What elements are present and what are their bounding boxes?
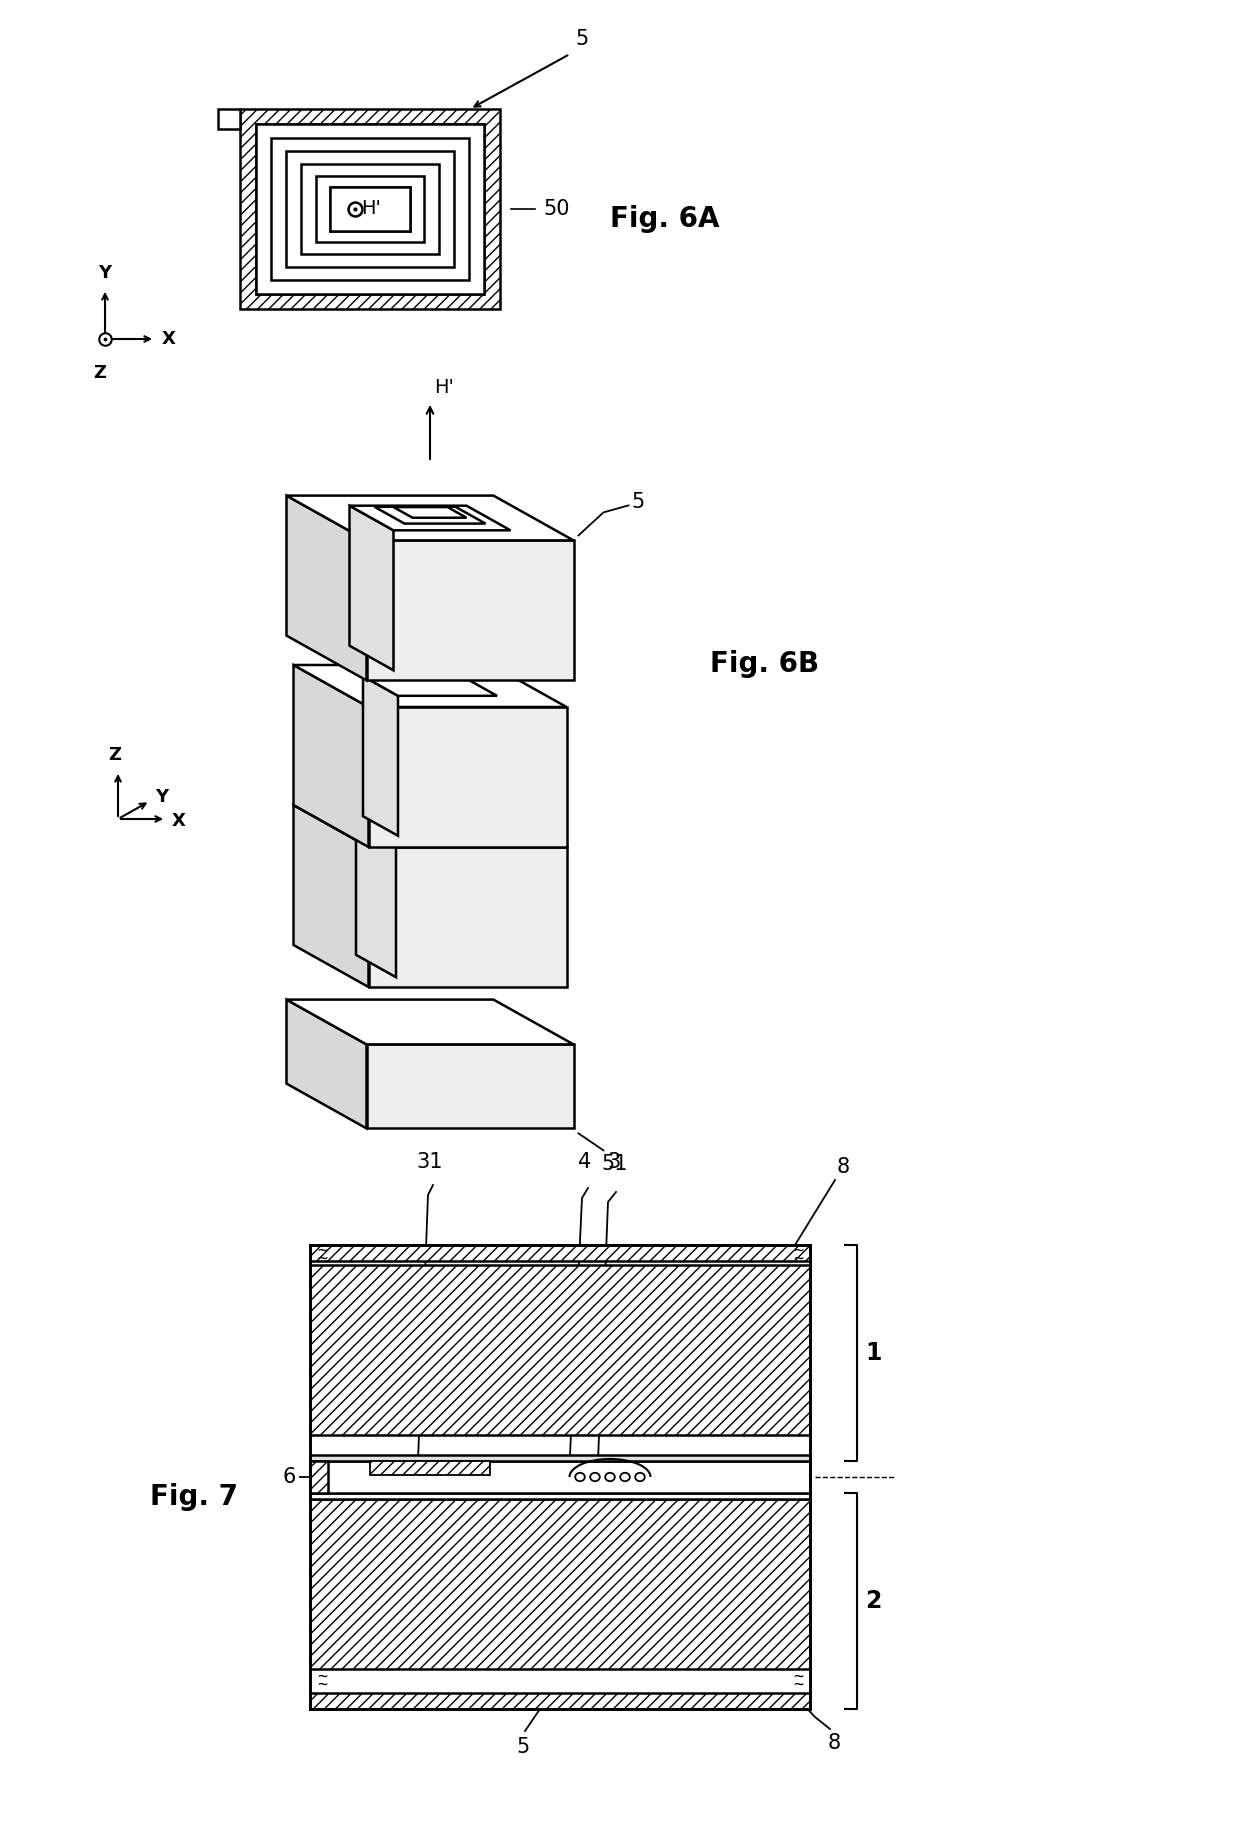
Bar — [272, 137, 469, 280]
Polygon shape — [294, 805, 567, 847]
Text: 31: 31 — [417, 1152, 443, 1172]
Text: Z: Z — [93, 364, 107, 382]
Ellipse shape — [605, 1472, 615, 1481]
Polygon shape — [286, 496, 573, 540]
Bar — [310, 1266, 810, 1436]
Bar — [255, 124, 484, 294]
Text: 8: 8 — [828, 1734, 841, 1752]
Ellipse shape — [590, 1472, 600, 1481]
Bar — [301, 165, 439, 254]
Polygon shape — [294, 666, 567, 708]
Bar — [272, 137, 469, 280]
Text: Y: Y — [98, 263, 112, 282]
Polygon shape — [367, 1044, 573, 1128]
Polygon shape — [363, 677, 398, 836]
Bar — [310, 1492, 810, 1500]
Text: X: X — [172, 812, 186, 830]
Polygon shape — [356, 814, 503, 838]
Text: ~: ~ — [317, 1675, 327, 1694]
Bar — [316, 176, 424, 241]
Polygon shape — [286, 496, 367, 680]
Text: ~: ~ — [317, 1249, 327, 1267]
Ellipse shape — [635, 1472, 645, 1481]
Bar — [286, 152, 454, 267]
Text: ~: ~ — [317, 1668, 327, 1686]
Polygon shape — [294, 805, 368, 988]
Text: ~: ~ — [317, 1242, 327, 1260]
Text: Y: Y — [155, 788, 169, 807]
Bar — [241, 110, 500, 309]
Text: Z: Z — [109, 746, 122, 765]
Text: Fig. 6B: Fig. 6B — [711, 649, 820, 679]
Text: 5: 5 — [575, 29, 588, 49]
Text: 2: 2 — [866, 1589, 882, 1613]
Text: ~: ~ — [794, 1675, 804, 1694]
Polygon shape — [350, 505, 393, 669]
Text: Fig. 7: Fig. 7 — [150, 1483, 238, 1511]
Text: 6: 6 — [283, 1467, 296, 1487]
Text: X: X — [162, 329, 176, 348]
Text: H': H' — [361, 199, 381, 218]
Text: 5: 5 — [516, 1738, 529, 1758]
Bar — [286, 152, 454, 267]
Bar — [255, 124, 484, 294]
Text: 51: 51 — [601, 1154, 627, 1174]
Polygon shape — [367, 540, 573, 680]
Bar — [330, 187, 410, 230]
Polygon shape — [374, 507, 486, 523]
Text: 3: 3 — [608, 1152, 621, 1172]
Bar — [330, 187, 410, 230]
Polygon shape — [393, 507, 466, 518]
Bar — [310, 1461, 810, 1492]
Polygon shape — [356, 814, 396, 977]
Polygon shape — [368, 847, 567, 988]
Bar — [310, 1456, 810, 1461]
Text: ~: ~ — [794, 1249, 804, 1267]
Bar — [316, 176, 424, 241]
Text: 4: 4 — [578, 1152, 591, 1172]
Bar — [310, 1694, 810, 1708]
Ellipse shape — [575, 1472, 585, 1481]
Text: 5: 5 — [631, 492, 645, 512]
Polygon shape — [294, 666, 368, 847]
Text: ~: ~ — [794, 1668, 804, 1686]
Polygon shape — [363, 677, 497, 695]
Bar — [301, 165, 439, 254]
Text: 8: 8 — [837, 1158, 851, 1178]
Polygon shape — [286, 1000, 367, 1128]
Text: ~: ~ — [794, 1242, 804, 1260]
Bar — [218, 110, 241, 130]
Text: H': H' — [434, 379, 454, 397]
Ellipse shape — [620, 1472, 630, 1481]
Bar — [310, 1461, 329, 1492]
Bar — [310, 1500, 810, 1670]
Text: 50: 50 — [543, 199, 569, 219]
Text: 1: 1 — [866, 1341, 882, 1364]
Polygon shape — [368, 708, 567, 847]
Polygon shape — [286, 1000, 573, 1044]
Bar — [310, 1246, 810, 1260]
Polygon shape — [350, 505, 511, 530]
Bar — [370, 1461, 490, 1474]
Text: Fig. 6A: Fig. 6A — [610, 205, 719, 232]
